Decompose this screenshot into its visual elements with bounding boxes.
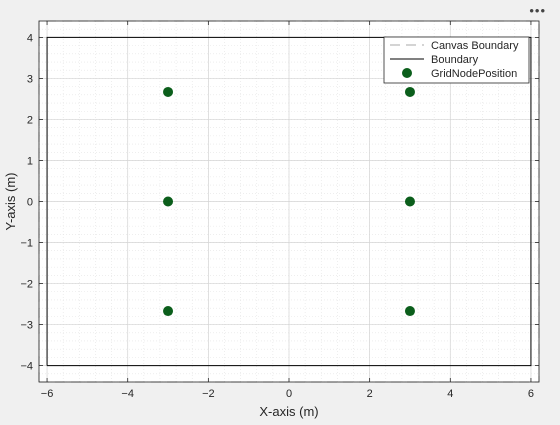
- x-tick-label: 4: [447, 388, 453, 400]
- y-tick-label: −4: [20, 361, 33, 373]
- x-tick-label: −6: [41, 388, 54, 400]
- legend-entry: GridNodePosition: [431, 68, 517, 80]
- y-axis-label: Y-axis (m): [3, 172, 18, 230]
- series-line-boundary: [46, 36, 532, 367]
- y-tick-label: −2: [20, 279, 33, 291]
- scatter-series: [163, 86, 415, 317]
- data-point: [163, 86, 174, 97]
- legend-entry: Boundary: [431, 54, 479, 66]
- ellipsis-icon[interactable]: •••: [529, 3, 546, 18]
- legend-swatch: [402, 68, 412, 78]
- data-point: [163, 196, 174, 207]
- data-point: [404, 306, 415, 317]
- x-tick-label: 2: [367, 388, 373, 400]
- y-tick-label: −1: [20, 238, 33, 250]
- x-tick-label: 6: [528, 388, 534, 400]
- data-point: [404, 196, 415, 207]
- x-tick-label: 0: [286, 388, 292, 400]
- x-tick-label: −4: [121, 388, 134, 400]
- y-tick-label: 4: [27, 32, 33, 44]
- y-tick-label: −3: [20, 320, 33, 332]
- y-tick-label: 0: [27, 197, 33, 209]
- data-point: [404, 86, 415, 97]
- y-tick-label: 2: [27, 114, 33, 126]
- y-tick-label: 1: [27, 155, 33, 167]
- x-axis-label: X-axis (m): [259, 404, 318, 419]
- x-tick-label: −2: [202, 388, 215, 400]
- legend-entry: Canvas Boundary: [431, 40, 519, 52]
- y-tick-label: 3: [27, 73, 33, 85]
- legend: Canvas Boundary Boundary GridNodePosition: [383, 36, 530, 84]
- data-point: [163, 306, 174, 317]
